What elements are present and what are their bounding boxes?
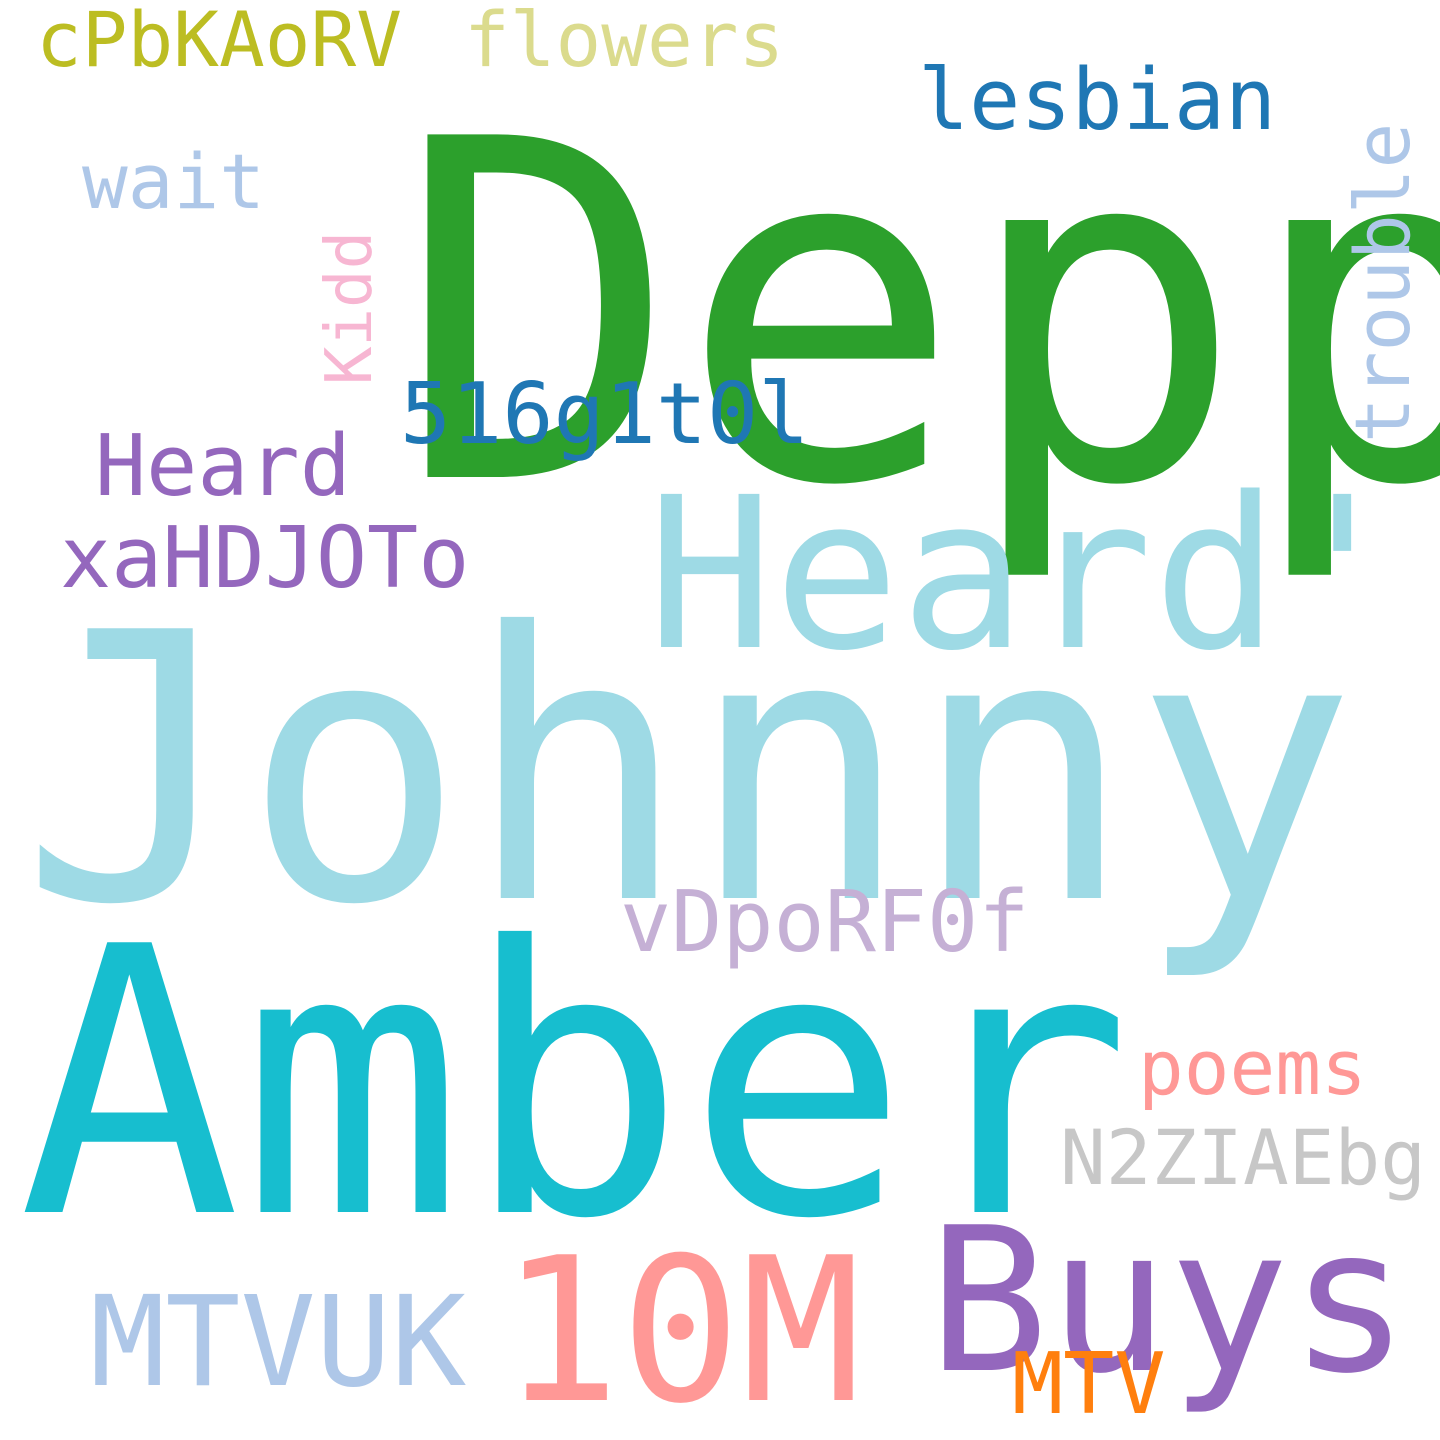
word-heard: Heard <box>95 417 351 516</box>
word-flowers: flowers <box>464 0 785 84</box>
word-wait: wait <box>82 137 266 226</box>
word-amber: Amber <box>18 870 1132 1300</box>
word-mtv: MTV <box>1012 1335 1166 1434</box>
word-mtvuk: MTVUK <box>90 1270 467 1415</box>
word-xahdjoto: xaHDJOTo <box>60 509 470 608</box>
word-cpbkaorv: cPbKAoRV <box>36 0 403 84</box>
word-10m: 10M <box>500 1215 862 1440</box>
word-trouble: trouble <box>1338 122 1427 443</box>
word-n2ziaebg: N2ZIAEbg <box>1060 1113 1427 1202</box>
word-depp: Depp <box>396 41 1440 588</box>
word-poems: poems <box>1138 1023 1367 1112</box>
word-kidd: Kidd <box>313 230 387 385</box>
word-johnny: Johnny <box>20 556 1357 986</box>
word-heard-apostrophe: Heard' <box>647 452 1406 697</box>
word-lesbian: lesbian <box>918 51 1277 150</box>
word-vdporf0f: vDpoRF0f <box>620 873 1030 972</box>
word-buys: Buys <box>928 1185 1410 1418</box>
word-516g1t0l: 516g1t0l <box>400 365 810 464</box>
